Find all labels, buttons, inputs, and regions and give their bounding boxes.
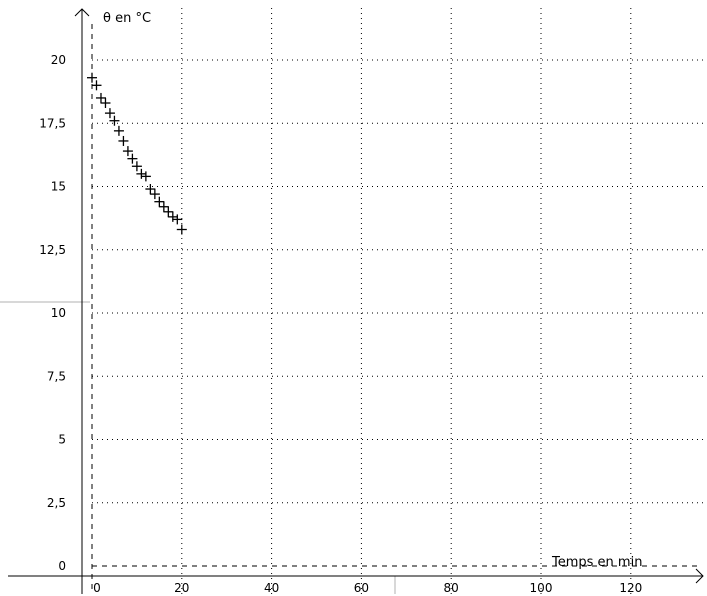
data-point	[109, 115, 120, 126]
y-tick-label: 20	[51, 53, 66, 67]
data-point	[154, 196, 165, 207]
grid	[92, 8, 706, 594]
y-tick-label: 10	[51, 306, 66, 320]
data-point	[127, 153, 138, 164]
y-axis-arrow	[74, 8, 90, 17]
data-point	[145, 184, 156, 195]
data-point	[176, 224, 187, 235]
data-point	[136, 168, 147, 179]
x-tick-label: 20	[174, 581, 189, 595]
data-point	[131, 161, 142, 172]
x-axis-arrow	[695, 568, 704, 584]
x-tick-label: 80	[444, 581, 459, 595]
data-point	[163, 206, 174, 217]
data-point	[149, 189, 160, 200]
x-tick-label: 120	[619, 581, 642, 595]
data-points	[87, 72, 187, 235]
data-point	[167, 211, 178, 222]
y-tick-label: 5	[58, 433, 66, 447]
x-tick-label: 100	[530, 581, 553, 595]
data-point	[104, 108, 115, 119]
y-tick-label: 0	[58, 559, 66, 573]
data-point	[122, 146, 133, 157]
data-point	[95, 92, 106, 103]
x-axis-label: Temps en min	[551, 555, 642, 570]
x-tick-label: 40	[264, 581, 279, 595]
data-point	[118, 135, 129, 146]
tick-labels: 0 2,5 5 7,5 10 12,5 15 17,5 20 0 20 40 60 80 100 120	[39, 53, 642, 595]
y-tick-label: 12,5	[39, 243, 66, 257]
axes	[0, 8, 704, 594]
y-tick-label: 17,5	[39, 116, 66, 130]
data-point	[113, 125, 124, 136]
data-point	[100, 98, 111, 109]
data-point	[91, 80, 102, 91]
x-tick-label: 60	[354, 581, 369, 595]
y-axis-label: θ en °C	[103, 11, 151, 26]
data-point	[140, 171, 151, 182]
data-point	[87, 72, 97, 83]
data-point	[158, 201, 169, 212]
y-tick-label: 7,5	[47, 369, 66, 383]
data-point	[172, 214, 183, 225]
x-tick-label: 0	[93, 581, 101, 595]
y-tick-label: 15	[51, 180, 66, 194]
y-tick-label: 2,5	[47, 496, 66, 510]
